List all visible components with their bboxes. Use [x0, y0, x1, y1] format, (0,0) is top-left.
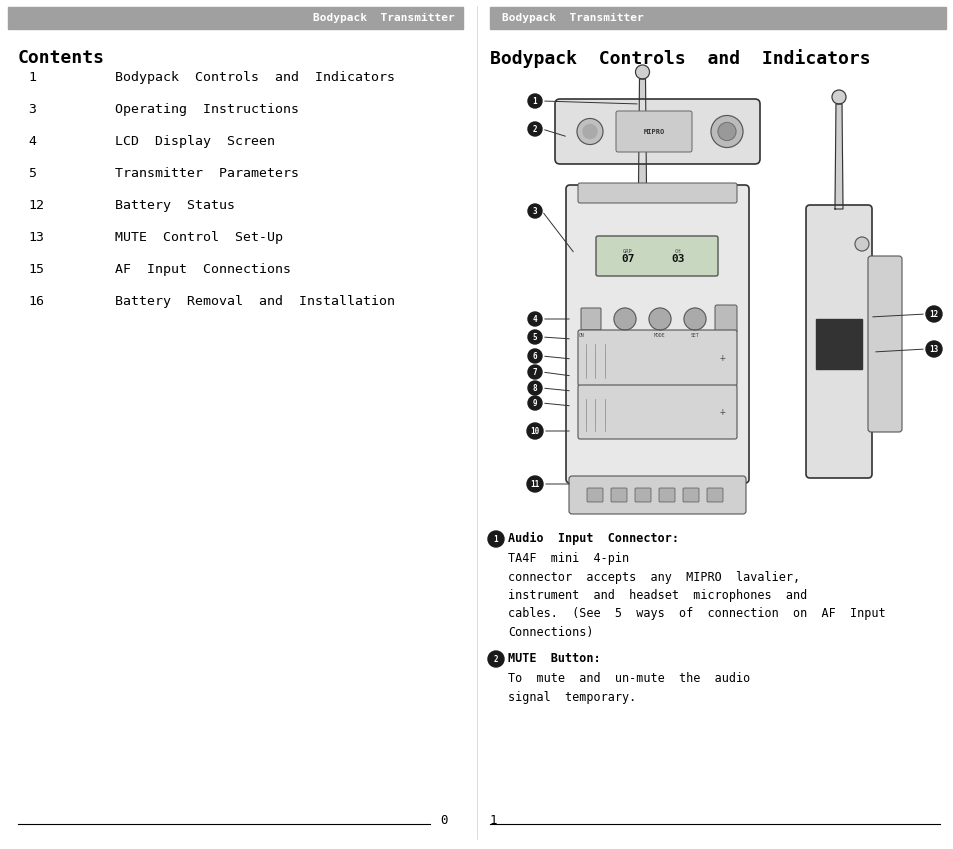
Text: CH: CH [674, 249, 680, 254]
Text: 07: 07 [620, 254, 634, 264]
Text: Battery  Removal  and  Installation: Battery Removal and Installation [115, 295, 395, 308]
Text: TA4F  mini  4-pin
connector  accepts  any  MIPRO  lavalier,
instrument  and  hea: TA4F mini 4-pin connector accepts any MI… [507, 552, 884, 639]
Text: 8: 8 [532, 384, 537, 392]
Circle shape [683, 308, 705, 330]
Text: 1: 1 [28, 71, 36, 84]
Circle shape [488, 531, 503, 547]
Text: 12: 12 [928, 310, 938, 318]
Bar [490, 7, 945, 29]
Text: Bodypack  Transmitter: Bodypack Transmitter [501, 13, 643, 23]
Text: 16: 16 [28, 295, 44, 308]
Circle shape [527, 94, 541, 108]
FancyBboxPatch shape [682, 488, 699, 502]
Text: GRP: GRP [622, 249, 632, 254]
Circle shape [831, 90, 845, 104]
FancyBboxPatch shape [714, 305, 737, 333]
FancyBboxPatch shape [867, 256, 901, 432]
Text: 1: 1 [493, 535, 497, 543]
Circle shape [527, 312, 541, 326]
Text: 7: 7 [532, 368, 537, 376]
Text: Battery  Status: Battery Status [115, 199, 234, 212]
Text: MODE: MODE [654, 333, 665, 338]
Text: Audio  Input  Connector:: Audio Input Connector: [507, 531, 679, 544]
Text: MIPRO: MIPRO [642, 128, 664, 134]
Text: 03: 03 [671, 254, 684, 264]
Text: 3: 3 [532, 206, 537, 216]
Text: 5: 5 [532, 333, 537, 341]
Circle shape [527, 381, 541, 395]
FancyBboxPatch shape [578, 385, 737, 439]
Text: 2: 2 [532, 125, 537, 133]
Text: 3: 3 [28, 103, 36, 116]
FancyBboxPatch shape [635, 488, 650, 502]
Text: 15: 15 [28, 263, 44, 276]
Circle shape [925, 306, 941, 322]
Circle shape [527, 204, 541, 218]
Text: 4: 4 [532, 314, 537, 323]
FancyBboxPatch shape [616, 111, 691, 152]
Circle shape [635, 65, 649, 79]
FancyBboxPatch shape [586, 488, 602, 502]
Circle shape [648, 308, 670, 330]
Polygon shape [834, 104, 842, 209]
Text: 1: 1 [532, 97, 537, 105]
Text: To  mute  and  un-mute  the  audio
signal  temporary.: To mute and un-mute the audio signal tem… [507, 672, 749, 704]
Text: 6: 6 [532, 351, 537, 361]
Text: Bodypack  Controls  and  Indicators: Bodypack Controls and Indicators [115, 71, 395, 84]
FancyBboxPatch shape [580, 308, 600, 330]
Text: 13: 13 [928, 345, 938, 353]
Text: 13: 13 [28, 231, 44, 244]
Text: 4: 4 [28, 135, 36, 148]
FancyBboxPatch shape [596, 236, 718, 276]
Circle shape [527, 396, 541, 410]
Text: LCD  Display  Screen: LCD Display Screen [115, 135, 274, 148]
FancyBboxPatch shape [659, 488, 675, 502]
Circle shape [614, 308, 636, 330]
FancyBboxPatch shape [555, 99, 760, 164]
FancyBboxPatch shape [706, 488, 722, 502]
Polygon shape [638, 79, 646, 189]
Bar [815, 319, 862, 369]
Text: 11: 11 [530, 480, 539, 488]
Circle shape [710, 115, 742, 148]
FancyBboxPatch shape [610, 488, 626, 502]
Text: 0: 0 [439, 814, 447, 827]
Circle shape [526, 423, 542, 439]
Text: MUTE  Control  Set-Up: MUTE Control Set-Up [115, 231, 283, 244]
Text: 9: 9 [532, 398, 537, 408]
Text: MUTE  Button:: MUTE Button: [507, 651, 600, 665]
Circle shape [526, 476, 542, 492]
Text: +: + [720, 407, 725, 417]
Circle shape [582, 125, 597, 138]
Text: AF  Input  Connections: AF Input Connections [115, 263, 291, 276]
FancyBboxPatch shape [805, 205, 871, 478]
Text: Operating  Instructions: Operating Instructions [115, 103, 298, 116]
Circle shape [854, 237, 868, 251]
FancyBboxPatch shape [565, 185, 748, 483]
Circle shape [527, 122, 541, 136]
Text: +: + [720, 353, 725, 363]
Bar [8, 7, 462, 29]
Text: Bodypack  Controls  and  Indicators: Bodypack Controls and Indicators [490, 49, 870, 68]
Text: 1: 1 [490, 814, 497, 827]
Circle shape [718, 122, 735, 140]
Circle shape [527, 365, 541, 379]
Circle shape [577, 119, 602, 144]
Text: Bodypack  Transmitter: Bodypack Transmitter [313, 13, 455, 23]
Text: SET: SET [690, 333, 699, 338]
Text: Transmitter  Parameters: Transmitter Parameters [115, 167, 298, 180]
Circle shape [488, 651, 503, 667]
Text: 12: 12 [28, 199, 44, 212]
Text: 5: 5 [28, 167, 36, 180]
Circle shape [925, 341, 941, 357]
Text: Contents: Contents [18, 49, 105, 67]
Text: ON: ON [578, 333, 584, 338]
Text: 10: 10 [530, 426, 539, 436]
Circle shape [527, 330, 541, 344]
FancyBboxPatch shape [568, 476, 745, 514]
Text: 2: 2 [493, 655, 497, 664]
FancyBboxPatch shape [578, 183, 737, 203]
Circle shape [527, 349, 541, 363]
FancyBboxPatch shape [578, 330, 737, 386]
